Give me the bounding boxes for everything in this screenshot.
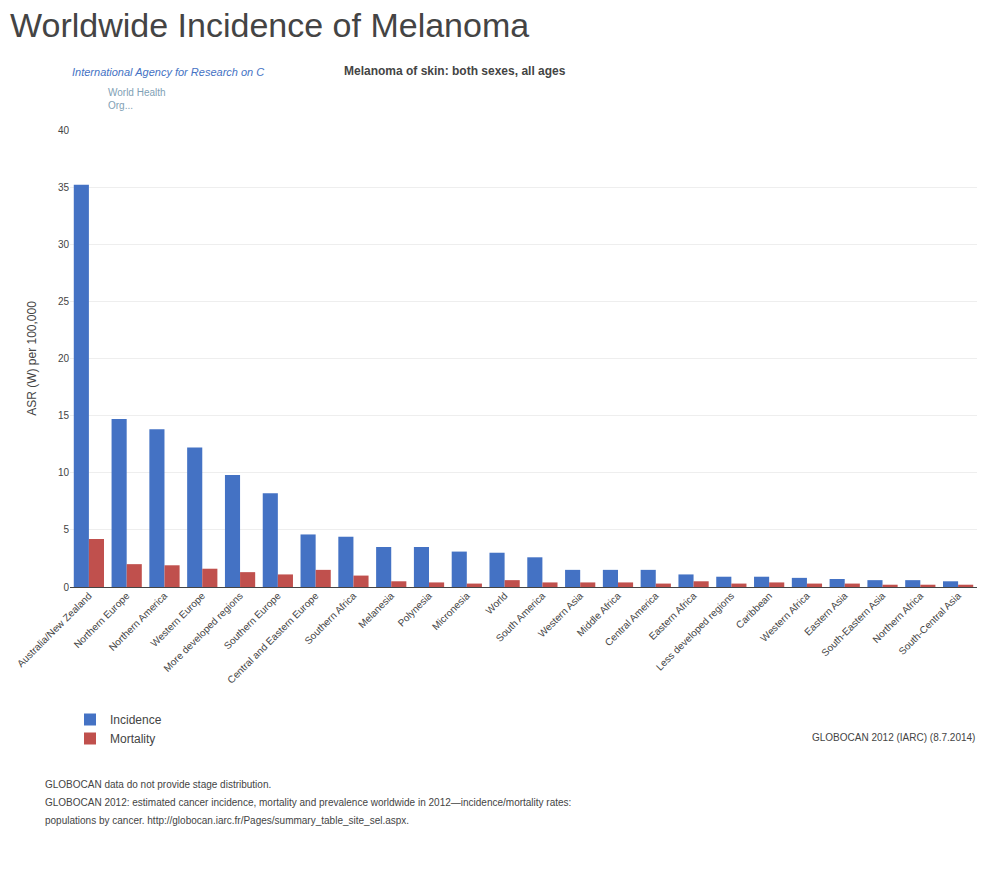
svg-text:South America: South America <box>494 590 548 644</box>
svg-text:Western Asia: Western Asia <box>536 590 586 640</box>
svg-text:15: 15 <box>58 410 70 421</box>
svg-text:ASR (W) per 100,000: ASR (W) per 100,000 <box>25 301 39 416</box>
svg-text:GLOBOCAN 2012 (IARC) (8.7.2014: GLOBOCAN 2012 (IARC) (8.7.2014) <box>812 732 975 743</box>
svg-text:35: 35 <box>58 182 70 193</box>
svg-text:Worldwide Incidence of Melanom: Worldwide Incidence of Melanoma <box>10 6 529 44</box>
svg-text:25: 25 <box>58 296 70 307</box>
svg-text:World HealthOrg...: World HealthOrg... <box>108 87 166 111</box>
svg-text:Mortality: Mortality <box>110 732 155 746</box>
svg-text:Eastern Asia: Eastern Asia <box>802 590 850 638</box>
svg-text:Caribbean: Caribbean <box>734 590 774 630</box>
svg-text:Northern Africa: Northern Africa <box>870 590 925 645</box>
svg-text:Northern America: Northern America <box>107 590 170 653</box>
svg-text:Polynesia: Polynesia <box>396 590 435 629</box>
svg-text:Micronesia: Micronesia <box>430 590 472 632</box>
svg-text:Central America: Central America <box>603 590 661 648</box>
svg-text:10: 10 <box>58 467 70 478</box>
svg-text:40: 40 <box>58 125 70 136</box>
svg-text:Australia/New Zealand: Australia/New Zealand <box>15 590 94 669</box>
svg-text:Less developed regions: Less developed regions <box>654 590 736 672</box>
svg-text:GLOBOCAN data do not provide s: GLOBOCAN data do not provide stage distr… <box>45 779 271 790</box>
svg-text:South-Eastern Asia: South-Eastern Asia <box>819 590 888 659</box>
svg-text:30: 30 <box>58 239 70 250</box>
svg-text:Melanoma of skin: both sexes,: Melanoma of skin: both sexes, all ages <box>344 64 566 78</box>
svg-text:Middle Africa: Middle Africa <box>575 590 624 639</box>
svg-text:Incidence: Incidence <box>110 713 162 727</box>
svg-text:More developed regions: More developed regions <box>161 590 245 674</box>
svg-text:Southern Africa: Southern Africa <box>302 590 358 646</box>
svg-text:20: 20 <box>58 353 70 364</box>
svg-text:Northern Europe: Northern Europe <box>72 590 132 650</box>
svg-text:Eastern Africa: Eastern Africa <box>647 590 699 642</box>
svg-text:Western Africa: Western Africa <box>758 590 812 644</box>
svg-text:Southern Europe: Southern Europe <box>222 590 284 652</box>
svg-text:0: 0 <box>63 582 69 593</box>
svg-text:South-Central Asia: South-Central Asia <box>896 590 963 657</box>
svg-text:International Agency for Resea: International Agency for Research on C <box>72 66 264 78</box>
svg-text:Central and Eastern Europe: Central and Eastern Europe <box>225 590 321 686</box>
svg-text:GLOBOCAN 2012: estimated cance: GLOBOCAN 2012: estimated cancer incidenc… <box>45 797 571 808</box>
svg-text:Melanesia: Melanesia <box>356 590 396 630</box>
svg-text:populations by cancer. http://: populations by cancer. http://globocan.i… <box>45 815 409 826</box>
svg-text:5: 5 <box>63 524 69 535</box>
svg-text:World: World <box>483 590 509 616</box>
svg-text:Western Europe: Western Europe <box>148 590 207 649</box>
